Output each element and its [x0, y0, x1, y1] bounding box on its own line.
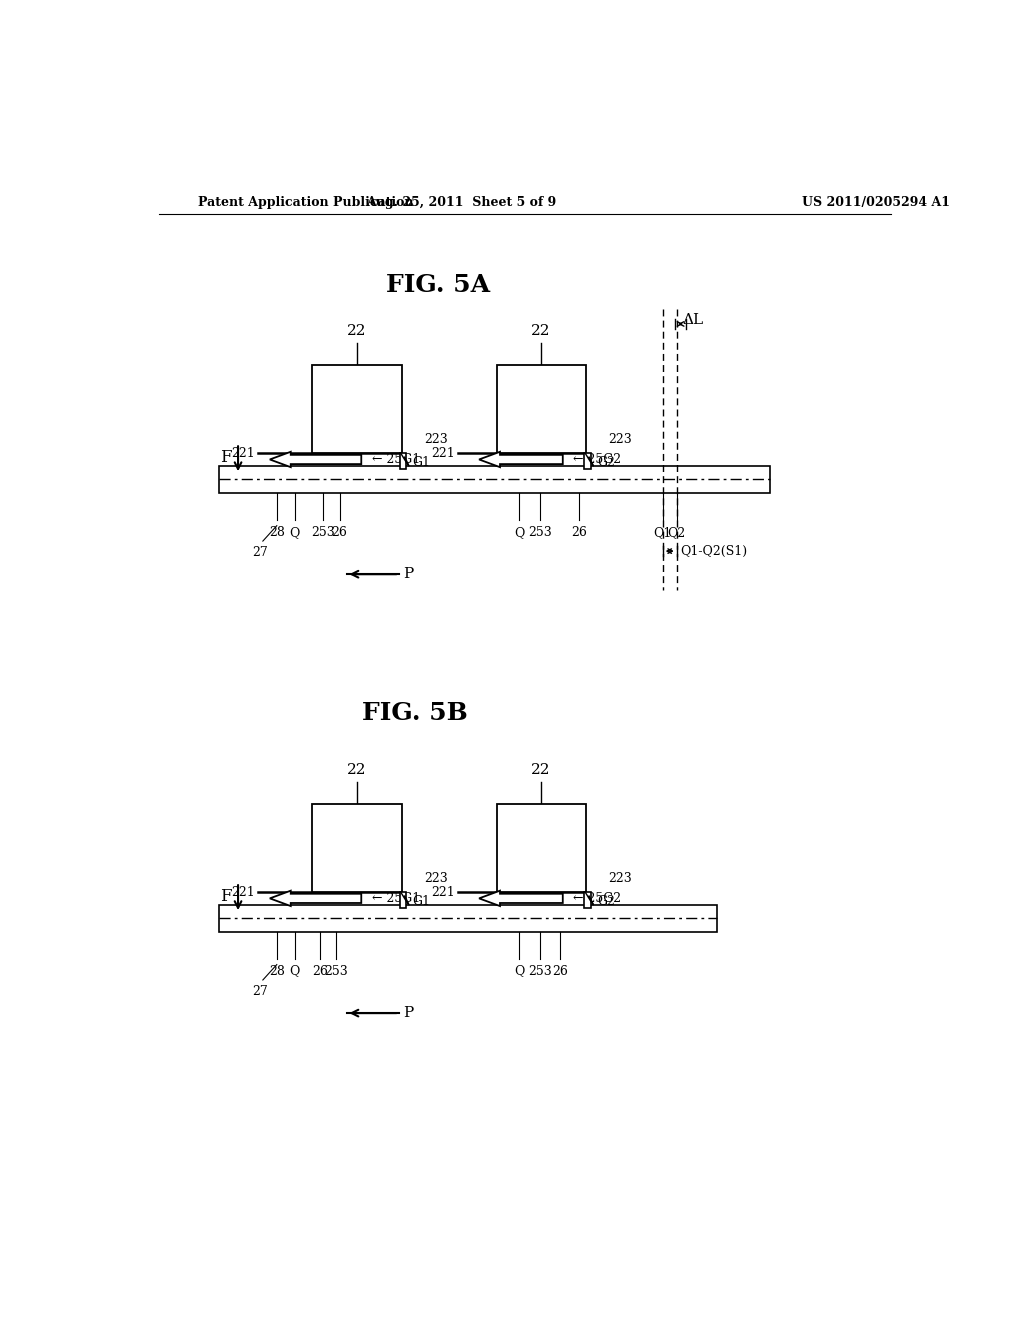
- Polygon shape: [479, 451, 563, 467]
- Text: 22: 22: [347, 763, 367, 776]
- Bar: [497, 364, 586, 453]
- Text: 223: 223: [608, 871, 632, 884]
- Text: F: F: [220, 449, 231, 466]
- Text: 26: 26: [553, 965, 568, 978]
- Bar: [585, 453, 591, 469]
- Bar: [400, 453, 407, 469]
- Text: ← 25G1: ← 25G1: [372, 453, 421, 466]
- Text: 26: 26: [312, 965, 328, 978]
- Text: Patent Application Publication: Patent Application Publication: [198, 195, 414, 209]
- Bar: [219, 906, 717, 932]
- Text: 253: 253: [528, 965, 552, 978]
- Bar: [400, 892, 407, 908]
- Text: Aug. 25, 2011  Sheet 5 of 9: Aug. 25, 2011 Sheet 5 of 9: [367, 195, 556, 209]
- Text: G2: G2: [597, 895, 614, 908]
- Polygon shape: [270, 891, 361, 906]
- Text: US 2011/0205294 A1: US 2011/0205294 A1: [802, 195, 950, 209]
- Text: Q: Q: [290, 525, 300, 539]
- Text: 26: 26: [571, 525, 587, 539]
- Text: 253: 253: [528, 525, 552, 539]
- Text: G1: G1: [413, 455, 430, 469]
- Text: ΔL: ΔL: [683, 313, 705, 327]
- Polygon shape: [270, 451, 361, 467]
- Text: 28: 28: [269, 525, 285, 539]
- Text: 22: 22: [347, 323, 367, 338]
- Text: 26: 26: [332, 525, 347, 539]
- Bar: [312, 364, 401, 453]
- Text: FIG. 5B: FIG. 5B: [361, 701, 468, 725]
- Polygon shape: [479, 891, 563, 906]
- Text: Q2: Q2: [668, 525, 686, 539]
- Text: 223: 223: [608, 433, 632, 446]
- Bar: [497, 804, 586, 892]
- Text: ← 25G1: ← 25G1: [372, 892, 421, 906]
- Text: P: P: [403, 1006, 414, 1020]
- Text: Q1: Q1: [653, 525, 672, 539]
- Text: 221: 221: [231, 446, 255, 459]
- Text: 221: 221: [431, 446, 455, 459]
- Text: 22: 22: [531, 323, 551, 338]
- Text: 223: 223: [424, 433, 447, 446]
- Text: G2: G2: [597, 455, 614, 469]
- Text: FIG. 5A: FIG. 5A: [386, 273, 490, 297]
- Bar: [312, 804, 401, 892]
- Text: 28: 28: [269, 965, 285, 978]
- Bar: [585, 892, 591, 908]
- Text: 253: 253: [324, 965, 347, 978]
- Bar: [219, 466, 770, 494]
- Text: Q: Q: [290, 965, 300, 978]
- Text: P: P: [403, 568, 414, 581]
- Text: 22: 22: [531, 763, 551, 776]
- Text: Q1-Q2(S1): Q1-Q2(S1): [681, 545, 748, 557]
- Text: 253: 253: [311, 525, 335, 539]
- Text: 221: 221: [431, 886, 455, 899]
- Text: 221: 221: [231, 886, 255, 899]
- Text: 27: 27: [252, 545, 267, 558]
- Text: 27: 27: [252, 985, 267, 998]
- Text: ← 25G2: ← 25G2: [572, 892, 621, 906]
- Text: 223: 223: [424, 871, 447, 884]
- Text: F: F: [220, 887, 231, 904]
- Text: Q: Q: [514, 525, 524, 539]
- Text: G1: G1: [413, 895, 430, 908]
- Text: Q: Q: [514, 965, 524, 978]
- Text: ← 25G2: ← 25G2: [572, 453, 621, 466]
